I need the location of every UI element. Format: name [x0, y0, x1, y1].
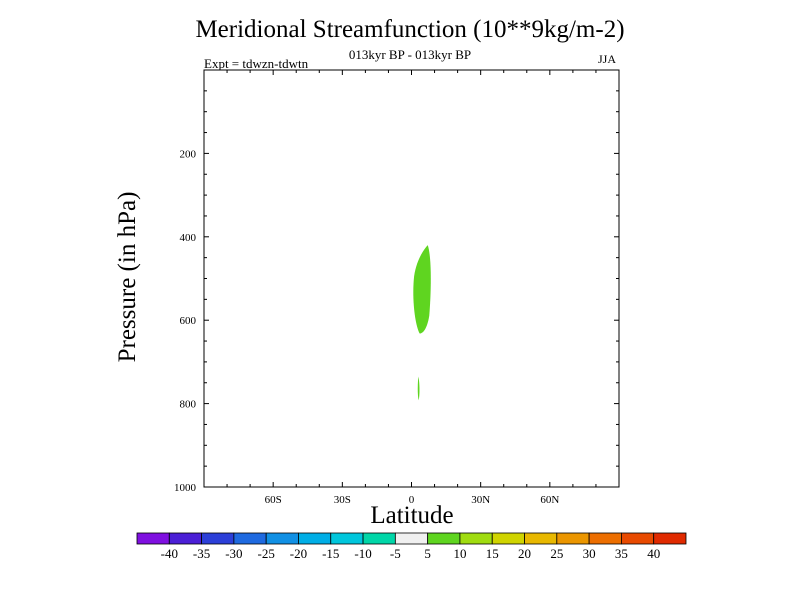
- colorbar-label: 25: [550, 546, 563, 561]
- contour-region-2: [417, 376, 420, 401]
- colorbar-swatch: [201, 532, 235, 545]
- chart-subtitle: 013kyr BP - 013kyr BP: [348, 47, 472, 62]
- colorbar-label: -20: [290, 546, 307, 561]
- experiment-label: Expt = tdwzn-tdwtn: [204, 56, 309, 71]
- colorbar: -40 -35 -30 -25 -20 -15 -10 -5 5 10 15 20 25 30 35 40: [136, 532, 687, 561]
- colorbar-label: -35: [193, 546, 210, 561]
- y-tick-label: 600: [180, 315, 197, 327]
- colorbar-swatch: [394, 532, 429, 545]
- colorbar-label: -5: [390, 546, 401, 561]
- x-tick-label: 0: [409, 494, 415, 506]
- colorbar-label: 20: [518, 546, 531, 561]
- colorbar-label: 15: [486, 546, 499, 561]
- colorbar-swatch: [524, 532, 558, 545]
- colorbar-swatch: [653, 532, 687, 545]
- colorbar-swatch: [330, 532, 364, 545]
- plot-frame: [203, 69, 620, 488]
- colorbar-swatch: [362, 532, 396, 545]
- y-tick-label: 200: [180, 148, 197, 160]
- colorbar-swatch: [621, 532, 655, 545]
- colorbar-swatch: [265, 532, 299, 545]
- x-axis-label: Latitude: [370, 502, 454, 529]
- chart-title: Meridional Streamfunction (10**9kg/m-2): [195, 16, 625, 43]
- y-tick-label: 400: [180, 232, 197, 244]
- contour-region-1: [413, 245, 431, 334]
- colorbar-label: 10: [453, 546, 466, 561]
- y-tick-label: 1000: [174, 482, 197, 494]
- x-tick-label: 30S: [334, 494, 351, 506]
- colorbar-label: -40: [161, 546, 178, 561]
- colorbar-label: 40: [647, 546, 660, 561]
- colorbar-swatch: [298, 532, 332, 545]
- colorbar-label: -15: [322, 546, 339, 561]
- colorbar-label: -10: [354, 546, 371, 561]
- x-tick-label: 30N: [471, 494, 490, 506]
- colorbar-label: 35: [615, 546, 628, 561]
- season-label: JJA: [598, 52, 617, 66]
- colorbar-swatch: [233, 532, 267, 545]
- colorbar-swatch: [136, 532, 170, 545]
- colorbar-swatch: [459, 532, 493, 545]
- colorbar-label: 30: [583, 546, 596, 561]
- colorbar-label: -25: [258, 546, 275, 561]
- colorbar-label: -30: [225, 546, 242, 561]
- colorbar-swatch: [168, 532, 202, 545]
- colorbar-label: 5: [424, 546, 431, 561]
- colorbar-swatch: [556, 532, 590, 545]
- colorbar-swatch: [588, 532, 622, 545]
- colorbar-swatch: [491, 532, 525, 545]
- x-tick-label: 60N: [540, 494, 559, 506]
- colorbar-swatch: [427, 532, 461, 545]
- x-tick-label: 60S: [265, 494, 282, 506]
- y-tick-label: 800: [180, 399, 197, 411]
